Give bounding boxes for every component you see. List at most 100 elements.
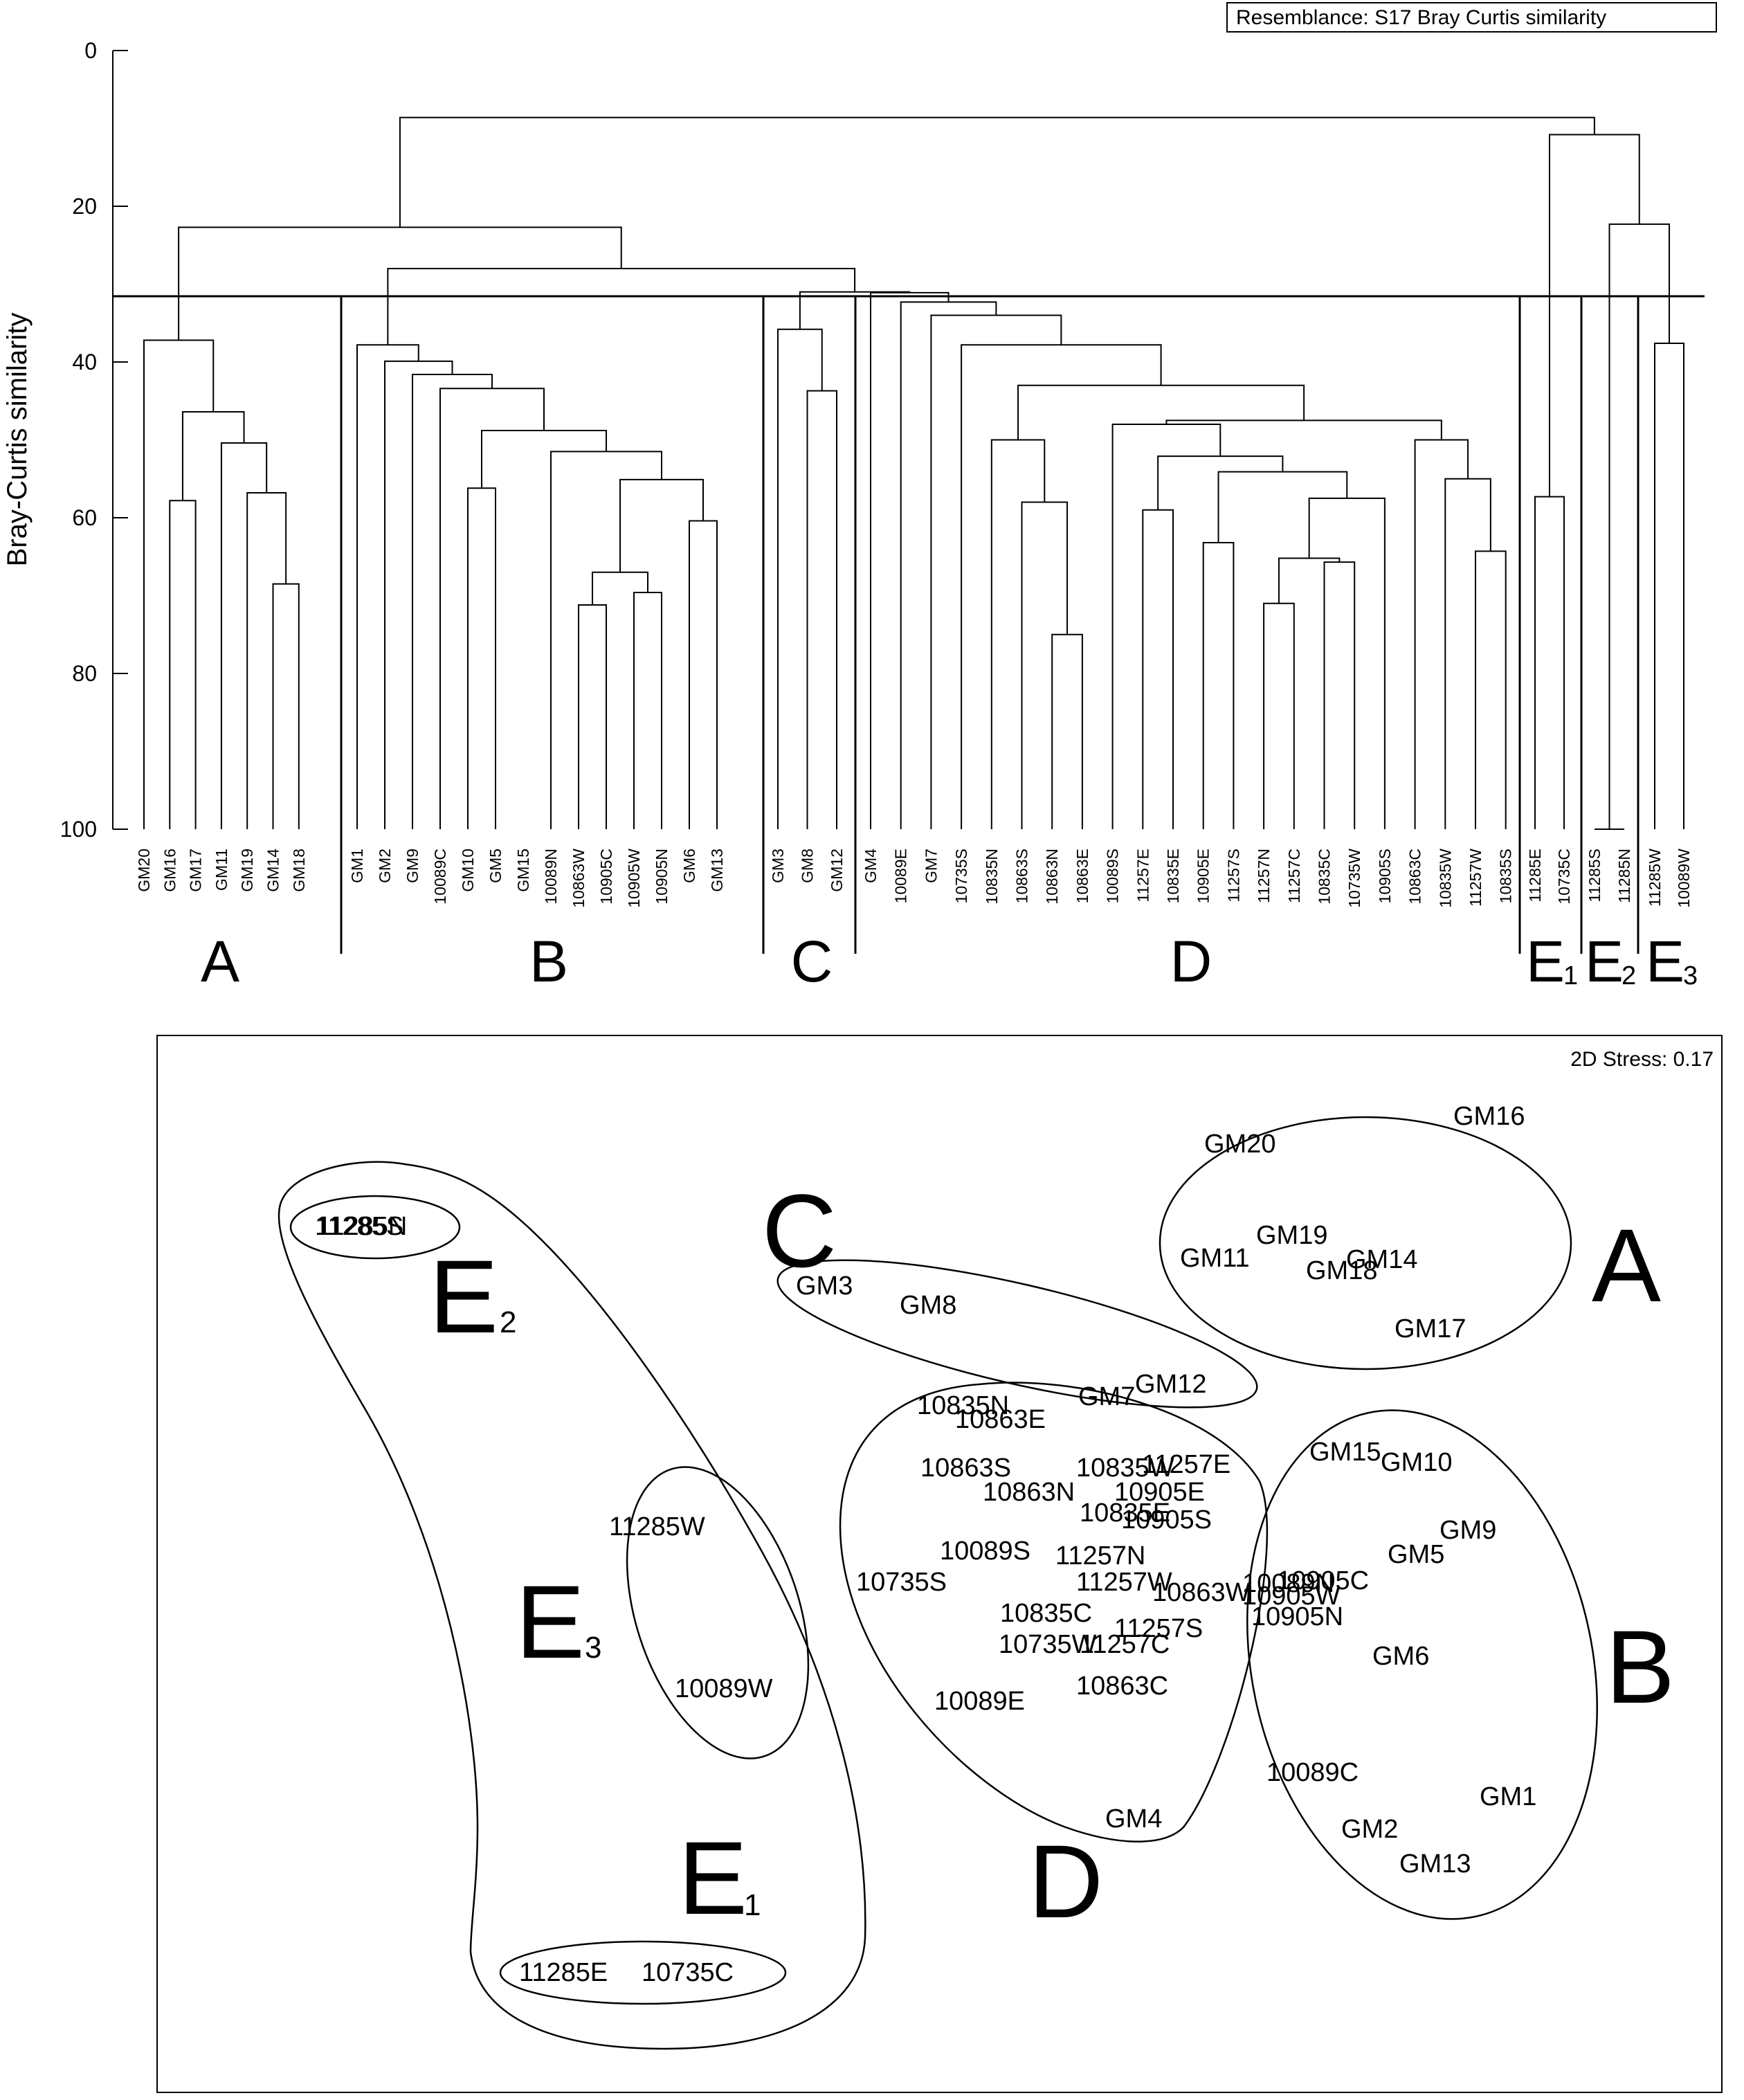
cluster-e-outline	[278, 1161, 866, 2050]
resemblance-label: Resemblance: S17 Bray Curtis similarity	[1236, 6, 1606, 29]
dendrogram-branch	[1051, 633, 1083, 829]
dendrogram-branch	[990, 439, 1046, 829]
mds-point-gm20: GM20	[1204, 1130, 1275, 1159]
mds-point-10089w: 10089W	[675, 1674, 773, 1703]
y-tick-label: 80	[72, 661, 97, 686]
dendrogram-branch	[806, 390, 837, 829]
mds-point-gm4: GM4	[1105, 1804, 1162, 1834]
leaf-label-10905n: 10905N	[653, 849, 671, 905]
mds-point-10089c: 10089C	[1266, 1758, 1359, 1787]
mds-point-10863e: 10863E	[955, 1405, 1046, 1434]
dendrogram-branch	[387, 268, 856, 345]
dendrogram-branch	[1323, 561, 1356, 829]
mds-point-10089n: 10089N	[1242, 1569, 1334, 1598]
mds-point-gm18: GM18	[1306, 1256, 1377, 1285]
mds-point-10905s: 10905S	[1121, 1505, 1212, 1535]
dendrogram-branch	[1414, 439, 1469, 829]
dendrogram-branch	[467, 487, 496, 829]
leaf-label-10089s: 10089S	[1104, 849, 1122, 903]
leaf-label-11285w: 11285W	[1646, 849, 1664, 907]
cluster-sub-e1: 1	[744, 1888, 761, 1922]
stress-label: 2D Stress: 0.17	[1570, 1048, 1714, 1071]
leaf-label-gm11: GM11	[212, 849, 230, 891]
mds-point-11257s: 11257S	[1114, 1614, 1203, 1643]
group-letter-e3: E	[1646, 929, 1684, 994]
leaf-label-10905w: 10905W	[625, 849, 643, 908]
leaf-label-10863s: 10863S	[1013, 849, 1031, 903]
leaf-label-gm6: GM6	[680, 849, 698, 883]
group-letters: A B C D E 1 E 2 E 3	[201, 929, 1698, 994]
cluster-e3-outline	[626, 1466, 810, 1759]
dendrogram-branch	[181, 411, 245, 501]
dendrogram-branch	[178, 226, 622, 341]
group-sub-e1: 1	[1563, 961, 1578, 990]
dendrogram-branch	[220, 442, 268, 829]
cluster-letters: A B C D E 1 E 2 E 3	[429, 1173, 1675, 1939]
mds-point-gm14: GM14	[1346, 1245, 1417, 1274]
leaf-label-11257n: 11257N	[1255, 849, 1273, 903]
y-axis-ticks: 0 20 40 60 80 100	[60, 38, 128, 842]
leaf-label-gm4: GM4	[862, 849, 880, 883]
mds-point-10905c: 10905C	[1277, 1566, 1369, 1595]
dendrogram-branch	[1308, 497, 1386, 829]
leaf-label-10735s: 10735S	[952, 849, 970, 903]
leaf-label-gm15: GM15	[514, 849, 532, 892]
cluster-sub-e3: 3	[585, 1631, 601, 1665]
leaf-label-gm17: GM17	[187, 849, 205, 892]
cluster-letter-c: C	[762, 1173, 837, 1289]
dendrogram-branch	[272, 583, 300, 829]
mds-point-gm7: GM7	[1078, 1382, 1135, 1411]
cluster-letter-b: B	[1606, 1609, 1675, 1725]
mds-point-gm13: GM13	[1399, 1849, 1471, 1879]
dendrogram-branch	[1111, 424, 1221, 829]
mds-point-10835w: 10835W	[1076, 1454, 1174, 1483]
leaf-label-11285s: 11285S	[1586, 849, 1604, 903]
resemblance-label-box	[1226, 2, 1717, 33]
dendrogram-branch	[1202, 542, 1235, 829]
leaf-label-11257e: 11257E	[1134, 849, 1152, 903]
cluster-e2-outline	[289, 1195, 461, 1260]
group-sub-e2: 2	[1622, 961, 1636, 990]
leaf-label-10835e: 10835E	[1164, 849, 1182, 903]
dendrogram-branch	[619, 478, 704, 572]
dendrogram-branch	[1654, 343, 1684, 829]
dendrogram-branch	[384, 360, 453, 829]
leaf-label-10089w: 10089W	[1675, 849, 1693, 908]
dendrogram-branch	[1017, 384, 1305, 440]
dendrogram-branch	[169, 500, 197, 829]
leaf-label-10089e: 10089E	[892, 849, 910, 903]
mds-point-10863s: 10863S	[920, 1454, 1011, 1483]
leaf-label-10905e: 10905E	[1195, 849, 1212, 903]
mds-point-10735w: 10735W	[999, 1630, 1097, 1659]
dendrogram-branch	[777, 328, 823, 829]
mds-point-10905n: 10905N	[1251, 1602, 1343, 1631]
dendrogram-branch	[930, 314, 1062, 829]
mds-point-gm2: GM2	[1341, 1815, 1398, 1844]
dendrogram-branch	[412, 374, 493, 829]
dendrogram-branch	[870, 291, 950, 829]
dendrogram-branch	[1475, 550, 1507, 829]
leaf-label-10863e: 10863E	[1073, 849, 1091, 903]
mds-point-10905e: 10905E	[1114, 1478, 1205, 1507]
leaf-label-gm5: GM5	[487, 849, 505, 883]
mds-point-11257c: 11257C	[1080, 1630, 1170, 1659]
mds-point-10735s: 10735S	[856, 1568, 947, 1597]
y-tick-label: 60	[72, 505, 97, 530]
leaf-label-11257s: 11257S	[1224, 849, 1242, 903]
mds-point-10835e: 10835E	[1080, 1499, 1170, 1528]
dendrogram-branch	[1549, 134, 1640, 497]
dendrogram-branch	[1021, 501, 1069, 829]
mds-point-10863n: 10863N	[983, 1478, 1075, 1507]
leaf-label-gm16: GM16	[161, 849, 179, 892]
group-letter-c: C	[791, 929, 833, 994]
y-tick-label: 0	[84, 38, 97, 63]
cluster-letter-d: D	[1028, 1823, 1103, 1939]
leaf-label-10835c: 10835C	[1316, 849, 1334, 905]
leaf-label-gm8: GM8	[799, 849, 817, 883]
leaf-label-10863c: 10863C	[1406, 849, 1424, 905]
leaf-label-10863n: 10863N	[1043, 849, 1061, 905]
mds-point-gm11: GM11	[1180, 1244, 1250, 1273]
leaf-label-10905c: 10905C	[597, 849, 615, 905]
